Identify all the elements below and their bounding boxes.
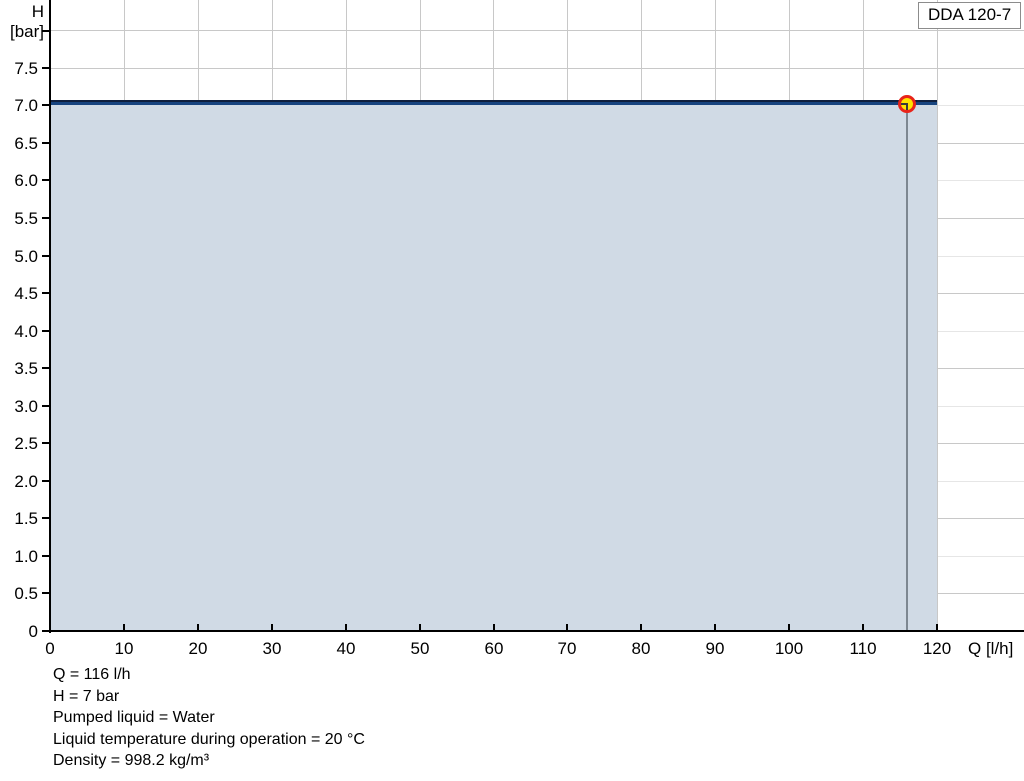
- plot-area: [50, 0, 1024, 631]
- x-tick-label: 50: [410, 639, 430, 658]
- gridline-h-major: [50, 30, 1024, 31]
- x-tick-label: 70: [557, 639, 577, 658]
- y-tick: [42, 442, 50, 444]
- pump-curve-outline: [50, 100, 937, 102]
- y-tick: [42, 30, 50, 32]
- x-tick: [788, 624, 790, 632]
- y-tick-label: 6.5: [14, 134, 38, 153]
- x-tick: [862, 624, 864, 632]
- x-tick-label: 30: [262, 639, 282, 658]
- y-tick: [42, 517, 50, 519]
- pump-curve-line: [50, 101, 937, 105]
- x-axis-line: [49, 630, 1024, 632]
- x-tick-label: 100: [774, 639, 804, 658]
- x-tick: [936, 624, 938, 632]
- x-tick-label: 60: [484, 639, 504, 658]
- x-tick: [714, 624, 716, 632]
- duty-point-marker[interactable]: [898, 95, 916, 113]
- operating-conditions-block: Q = 116 l/h H = 7 bar Pumped liquid = Wa…: [53, 664, 365, 772]
- legend-label: DDA 120-7: [928, 5, 1012, 24]
- y-tick-label: 0: [28, 622, 38, 641]
- y-tick-label: 5.5: [14, 209, 38, 228]
- gridline-v: [937, 0, 938, 631]
- x-tick: [345, 624, 347, 632]
- y-tick: [42, 405, 50, 407]
- y-tick-label: 3.0: [14, 397, 38, 416]
- y-tick: [42, 330, 50, 332]
- gridline-h-major: [50, 68, 1024, 69]
- y-tick-label: 5.0: [14, 247, 38, 266]
- y-tick-label: 2.0: [14, 472, 38, 491]
- info-line-flow: Q = 116 l/h: [53, 666, 131, 683]
- x-tick-label: 90: [705, 639, 725, 658]
- y-tick: [42, 367, 50, 369]
- x-tick-label: 40: [336, 639, 356, 658]
- y-tick: [42, 480, 50, 482]
- info-line-head: H = 7 bar: [53, 687, 120, 705]
- y-tick: [42, 217, 50, 219]
- curve-fill-area: [50, 105, 937, 631]
- crosshair-vertical: [906, 103, 908, 110]
- x-tick: [493, 624, 495, 632]
- x-tick: [123, 624, 125, 632]
- y-tick-label: 4.5: [14, 284, 38, 303]
- x-tick-label: 110: [849, 639, 877, 658]
- y-tick-label: 1.0: [14, 547, 38, 566]
- x-tick: [640, 624, 642, 632]
- legend-box[interactable]: DDA 120-7: [918, 2, 1022, 29]
- y-axis-title-line2: [bar]: [9, 22, 44, 41]
- y-tick: [42, 592, 50, 594]
- y-tick-label: 1.5: [14, 509, 38, 528]
- y-axis-line: [49, 0, 51, 633]
- x-axis-title: Q [l/h]: [968, 639, 1014, 658]
- info-line-liquid: Pumped liquid = Water: [53, 709, 215, 726]
- y-tick-label: 7.0: [14, 96, 38, 115]
- y-tick-label: 6.0: [14, 171, 38, 190]
- y-tick-label: 2.5: [14, 434, 38, 453]
- y-tick: [42, 555, 50, 557]
- y-tick-label: 7.5: [14, 59, 38, 78]
- x-tick-label: 10: [114, 639, 134, 658]
- x-tick: [566, 624, 568, 632]
- x-tick: [197, 624, 199, 632]
- info-line-density: Density = 998.2 kg/m³: [53, 752, 210, 769]
- x-tick: [49, 624, 51, 632]
- x-tick-label: 0: [45, 639, 55, 658]
- y-tick: [42, 67, 50, 69]
- x-tick-label: 20: [188, 639, 208, 658]
- y-tick: [42, 179, 50, 181]
- y-axis-title-line1: H: [31, 2, 44, 21]
- y-tick: [42, 104, 50, 106]
- info-line-temperature: Liquid temperature during operation = 20…: [53, 730, 365, 748]
- y-tick-label: 3.5: [14, 359, 38, 378]
- y-tick: [42, 142, 50, 144]
- x-tick-label: 80: [631, 639, 651, 658]
- x-tick: [419, 624, 421, 632]
- y-tick: [42, 292, 50, 294]
- x-tick-label: 120: [922, 639, 952, 658]
- y-tick-label: 0.5: [14, 584, 38, 603]
- y-tick-label: 4.0: [14, 322, 38, 341]
- y-tick: [42, 630, 50, 632]
- x-tick: [271, 624, 273, 632]
- duty-point-dropline: [906, 103, 908, 631]
- crosshair-horizontal: [901, 103, 908, 105]
- y-tick: [42, 255, 50, 257]
